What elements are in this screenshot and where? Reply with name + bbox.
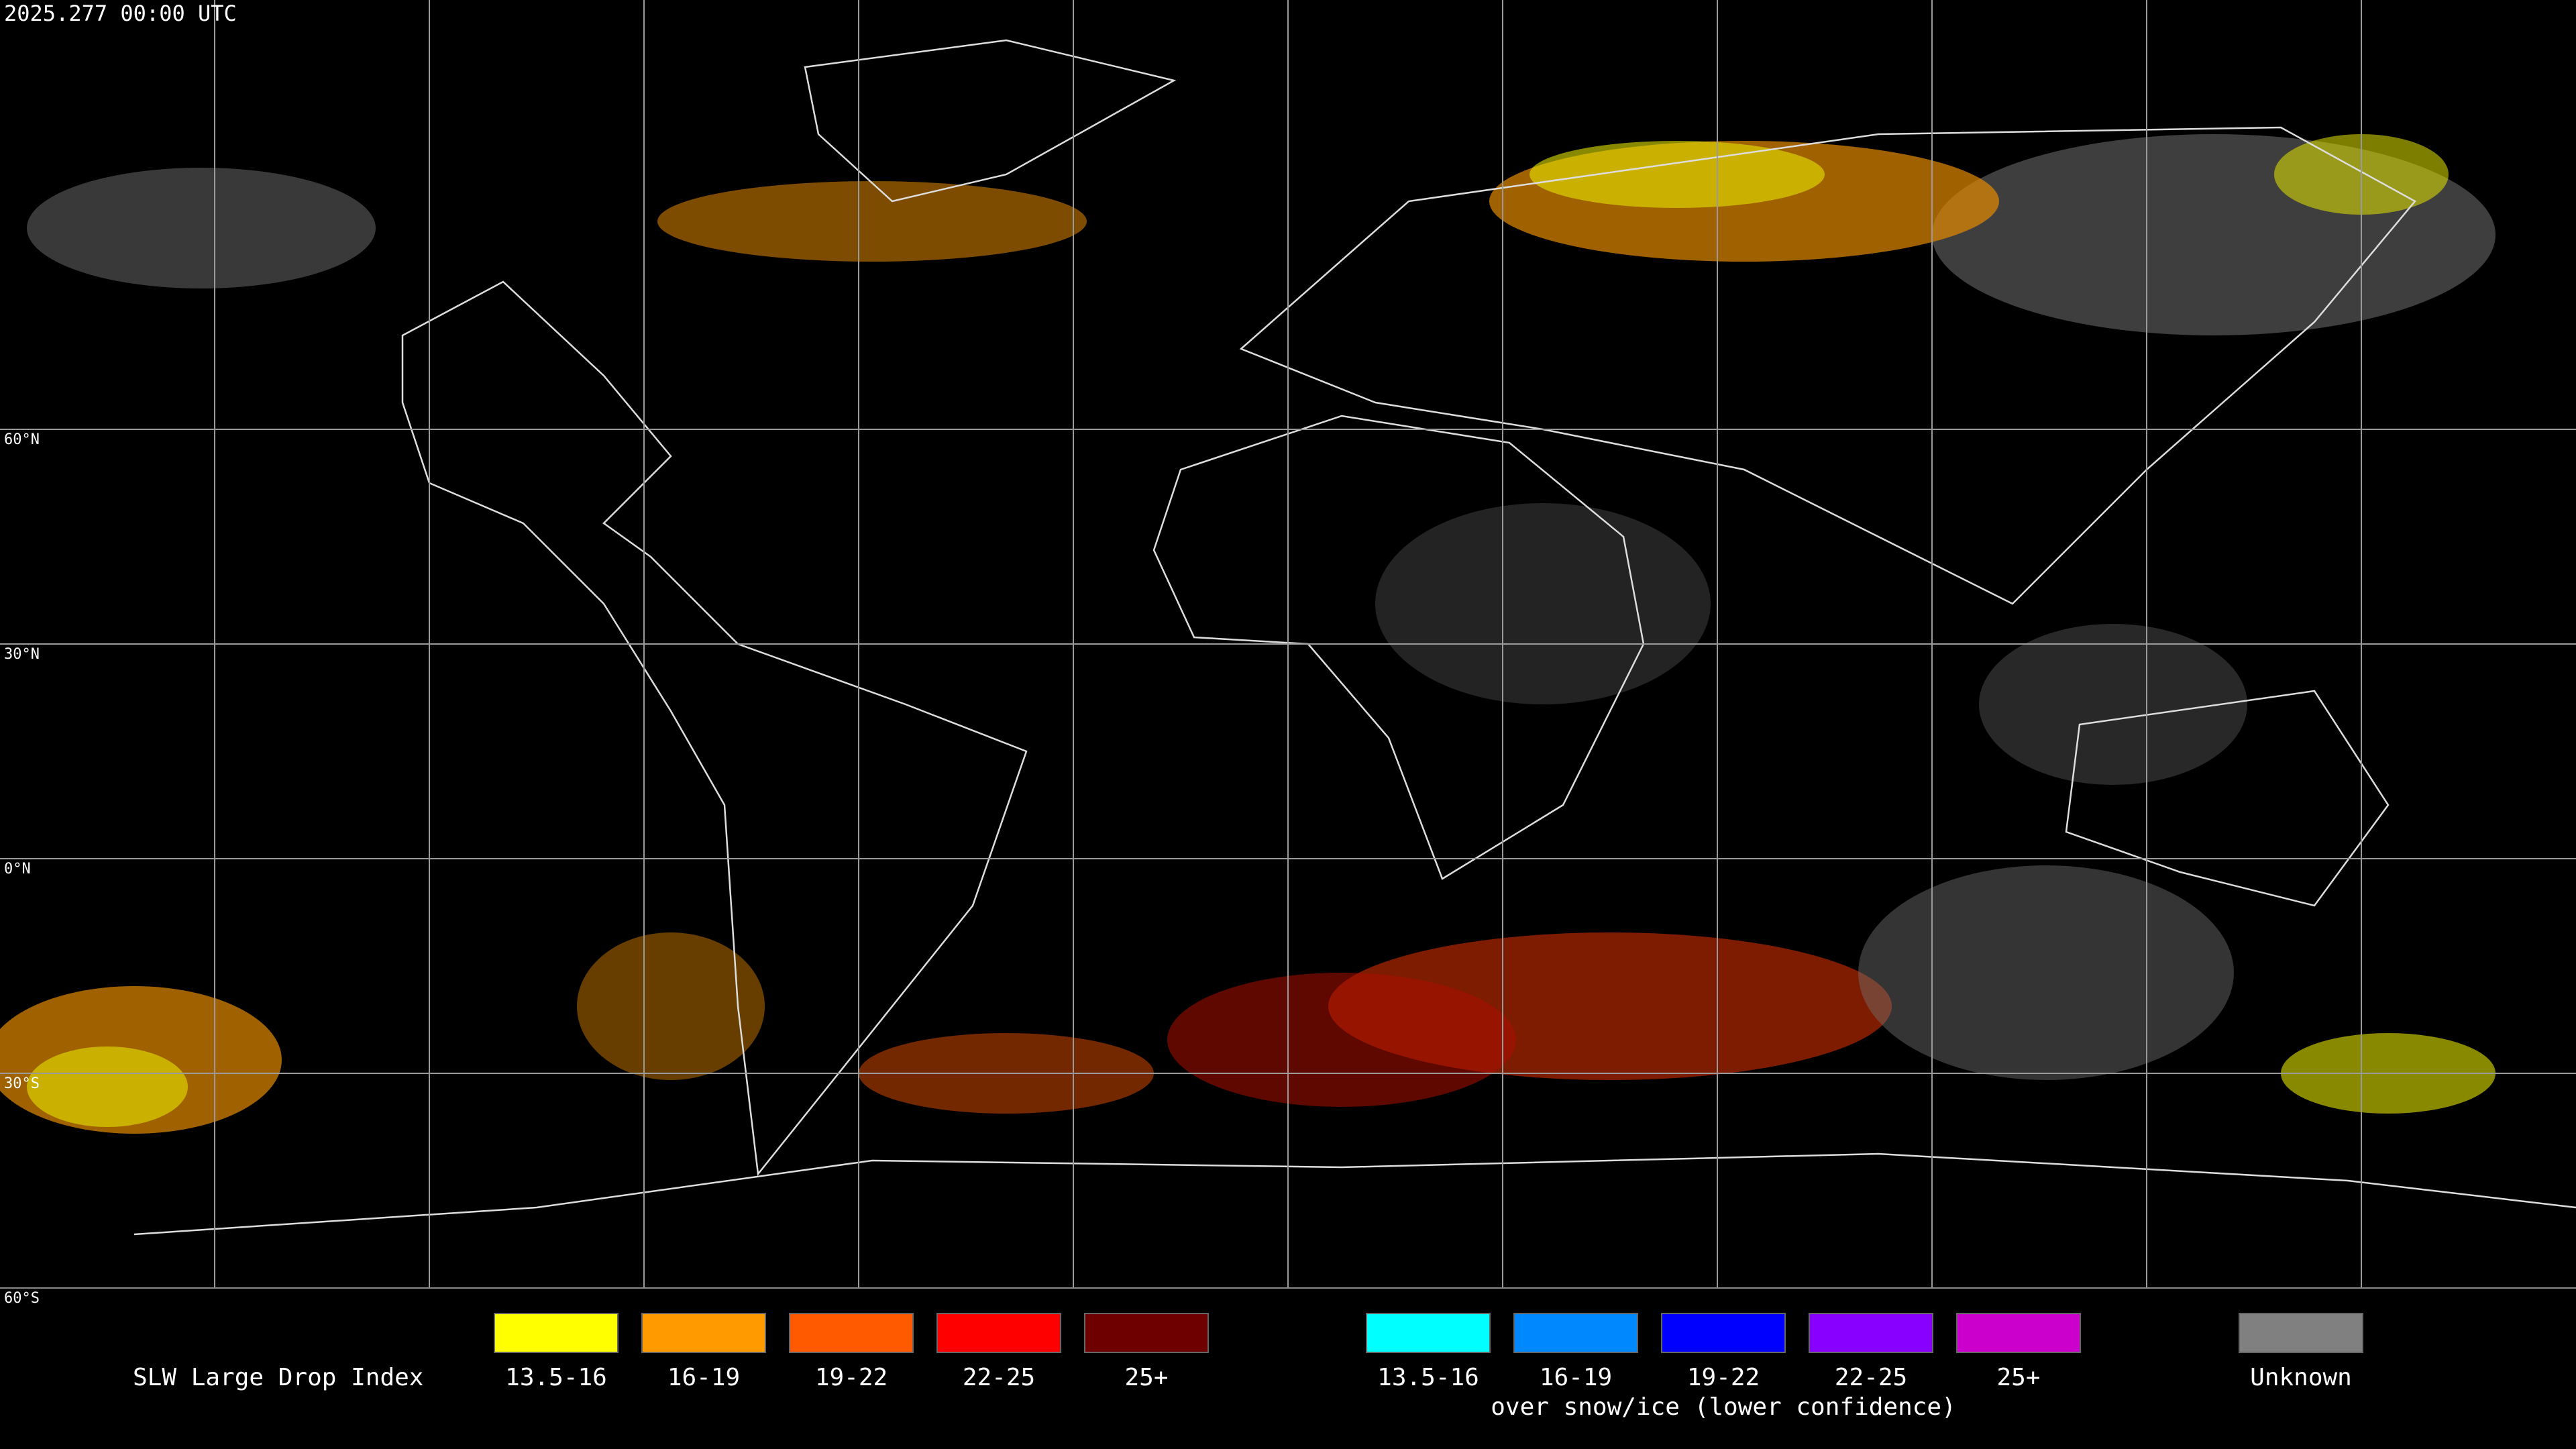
cloud — [27, 168, 376, 288]
legend-label: 19-22 — [1687, 1364, 1760, 1391]
legend-caption: over snow/ice (lower confidence) — [1491, 1393, 1956, 1421]
legend: SLW Large Drop Index 13.5-16 16-19 19-22 22… — [133, 1313, 2363, 1421]
cloud — [1529, 141, 1825, 208]
legend-swatch — [494, 1313, 619, 1353]
legend-swatch — [1661, 1313, 1786, 1353]
legend-label: 22-25 — [1835, 1364, 1907, 1391]
legend-swatch — [2239, 1313, 2363, 1353]
legend-label: 16-19 — [1540, 1364, 1612, 1391]
greenland-outline — [804, 39, 1177, 203]
legend-swatch — [1956, 1313, 2081, 1353]
legend-swatch — [936, 1313, 1061, 1353]
cloud — [1375, 503, 1711, 704]
legend-label: 25+ — [1996, 1364, 2040, 1391]
australia-outline — [2065, 690, 2390, 907]
legend-title: SLW Large Drop Index — [133, 1364, 423, 1391]
legend-swatch — [641, 1313, 766, 1353]
cloud — [1328, 932, 1892, 1080]
cloud — [1979, 624, 2247, 785]
legend-label: 13.5-16 — [505, 1364, 607, 1391]
legend-label: 19-22 — [815, 1364, 888, 1391]
cloud — [1858, 865, 2234, 1080]
legend-label: 22-25 — [963, 1364, 1035, 1391]
americas-outline — [401, 280, 1028, 1177]
graticule — [0, 0, 2576, 1289]
latitude-label: 60°S — [4, 1290, 40, 1307]
antarctica-outline — [133, 1152, 2576, 1236]
legend-label: 25+ — [1124, 1364, 1168, 1391]
latitude-label: 30°N — [4, 646, 40, 663]
legend-swatch — [1084, 1313, 1209, 1353]
legend-swatch — [1366, 1313, 1491, 1353]
legend-label: 13.5-16 — [1377, 1364, 1479, 1391]
legend-label: 16-19 — [667, 1364, 740, 1391]
timestamp: 2025.277 00:00 UTC — [4, 1, 237, 26]
latitude-label: 0°N — [4, 861, 31, 877]
cloud — [1932, 134, 2496, 335]
legend-swatch — [1513, 1313, 1638, 1353]
cloud — [27, 1046, 188, 1127]
legend-swatch — [789, 1313, 914, 1353]
latitude-label: 60°N — [4, 431, 40, 448]
cloud — [657, 181, 1087, 262]
latitude-label: 30°S — [4, 1075, 40, 1092]
cloud — [577, 932, 765, 1080]
legend-label: Unknown — [2250, 1364, 2352, 1391]
cloud — [1167, 973, 1516, 1107]
legend-swatch — [1809, 1313, 1933, 1353]
